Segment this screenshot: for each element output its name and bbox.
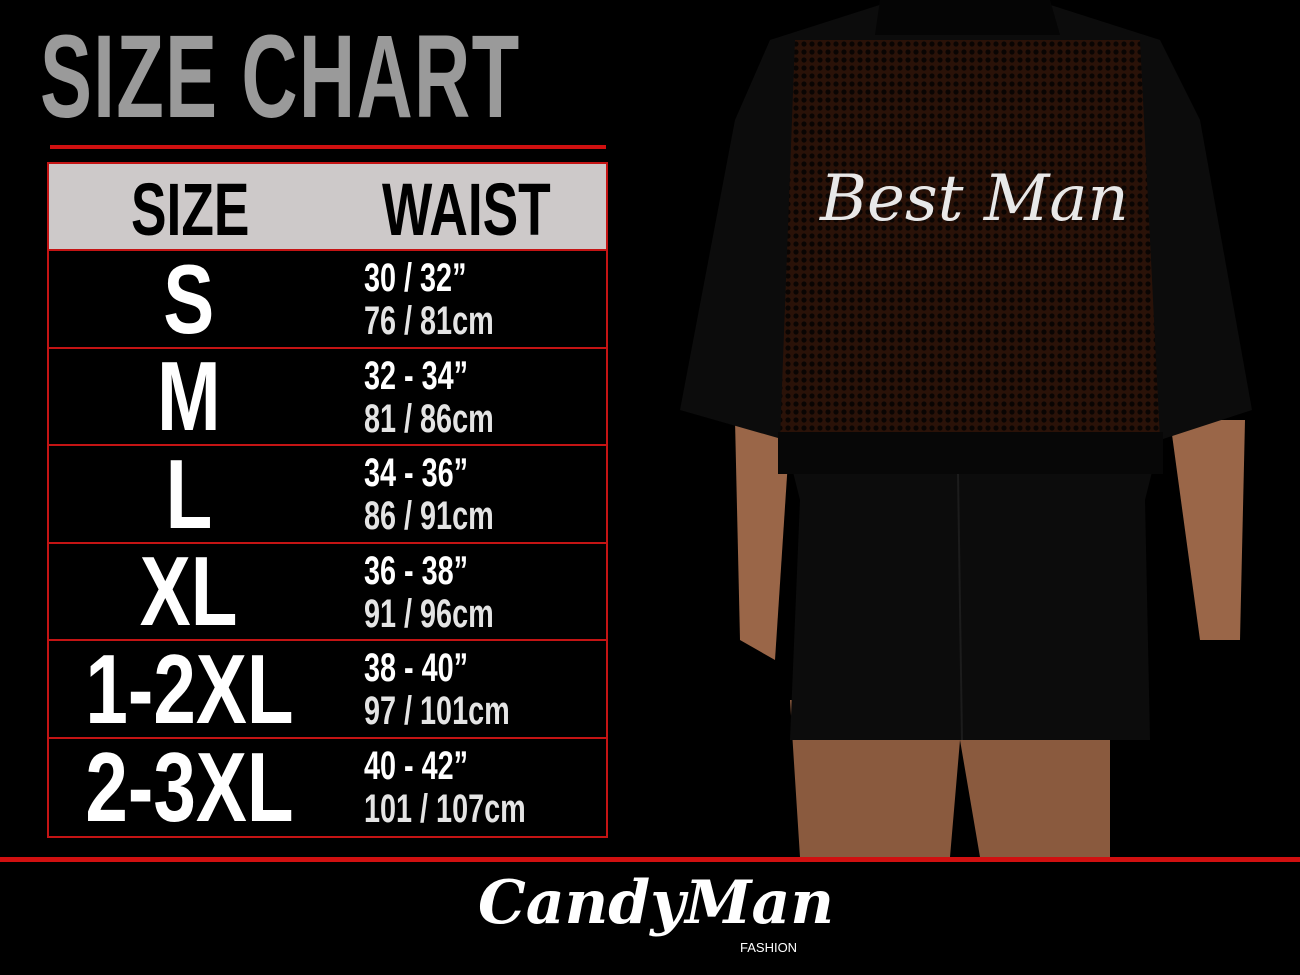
- robe-seam: [957, 473, 963, 741]
- robe-illustration: Best Man: [680, 0, 1252, 857]
- size-cell: 2-3XL: [49, 732, 329, 843]
- size-label: XL: [140, 536, 238, 647]
- header-waist: WAIST: [382, 168, 551, 251]
- size-cell: 1-2XL: [49, 633, 329, 744]
- waist-inches: 36 - 38”: [364, 548, 469, 593]
- waist-inches: 40 - 42”: [364, 743, 469, 788]
- waist-cm: 86 / 91cm: [364, 494, 494, 538]
- table-row: 2-3XL 40 - 42” 101 / 107cm: [49, 732, 606, 843]
- waist-inches: 32 - 34”: [364, 353, 469, 398]
- waist-cell: 36 - 38” 91 / 96cm: [364, 548, 544, 636]
- divider: [0, 857, 1300, 862]
- size-cell: XL: [49, 536, 329, 647]
- brand-logo: CandyMan: [478, 868, 834, 938]
- table-header: SIZE WAIST: [49, 164, 606, 251]
- size-label: 2-3XL: [84, 732, 294, 843]
- collar: [875, 0, 1060, 35]
- size-label: S: [163, 243, 215, 354]
- waist-inches: 38 - 40”: [364, 646, 469, 690]
- size-cell: M: [49, 341, 329, 452]
- waist-inches: 30 / 32”: [364, 256, 467, 300]
- table-row: S 30 / 32” 76 / 81cm: [49, 243, 606, 354]
- size-cell: S: [49, 243, 329, 354]
- table-row: XL 36 - 38” 91 / 96cm: [49, 536, 606, 647]
- print-text: Best Man: [819, 162, 1129, 236]
- size-label: M: [157, 341, 221, 452]
- divider: [50, 145, 606, 149]
- size-cell: L: [49, 438, 329, 549]
- waist-cell: 38 - 40” 97 / 101cm: [364, 647, 566, 733]
- header-size: SIZE: [131, 168, 250, 251]
- left-arm: [735, 420, 790, 660]
- waist-cell: 32 - 34” 81 / 86cm: [364, 353, 544, 441]
- page-title: SIZE CHART: [40, 11, 521, 143]
- brand-logo-sub: FASHION: [740, 940, 798, 955]
- right-arm: [1170, 420, 1245, 640]
- waist-cm: 76 / 81cm: [364, 299, 494, 343]
- table-body: S 30 / 32” 76 / 81cm M 32 - 34” 81 / 86cm L …: [49, 243, 606, 843]
- waist-cm: 81 / 86cm: [364, 396, 494, 441]
- waist-cm: 91 / 96cm: [364, 591, 494, 636]
- size-label: 1-2XL: [84, 633, 294, 744]
- waist-cell: 40 - 42” 101 / 107cm: [364, 743, 589, 831]
- product-photo: Best Man: [640, 0, 1300, 857]
- size-table: SIZE WAIST S 30 / 32” 76 / 81cm M 32 - 34”…: [47, 162, 608, 838]
- waist-inches: 34 - 36”: [364, 451, 469, 495]
- size-label: L: [165, 438, 213, 549]
- table-row: 1-2XL 38 - 40” 97 / 101cm: [49, 633, 606, 744]
- mesh-panel: [780, 40, 1160, 440]
- belt: [778, 432, 1163, 474]
- waist-cm: 97 / 101cm: [364, 689, 510, 733]
- table-row: M 32 - 34” 81 / 86cm: [49, 341, 606, 452]
- waist-cm: 101 / 107cm: [364, 786, 526, 831]
- table-row: L 34 - 36” 86 / 91cm: [49, 438, 606, 549]
- waist-cell: 34 - 36” 86 / 91cm: [364, 452, 544, 538]
- waist-cell: 30 / 32” 76 / 81cm: [364, 257, 544, 343]
